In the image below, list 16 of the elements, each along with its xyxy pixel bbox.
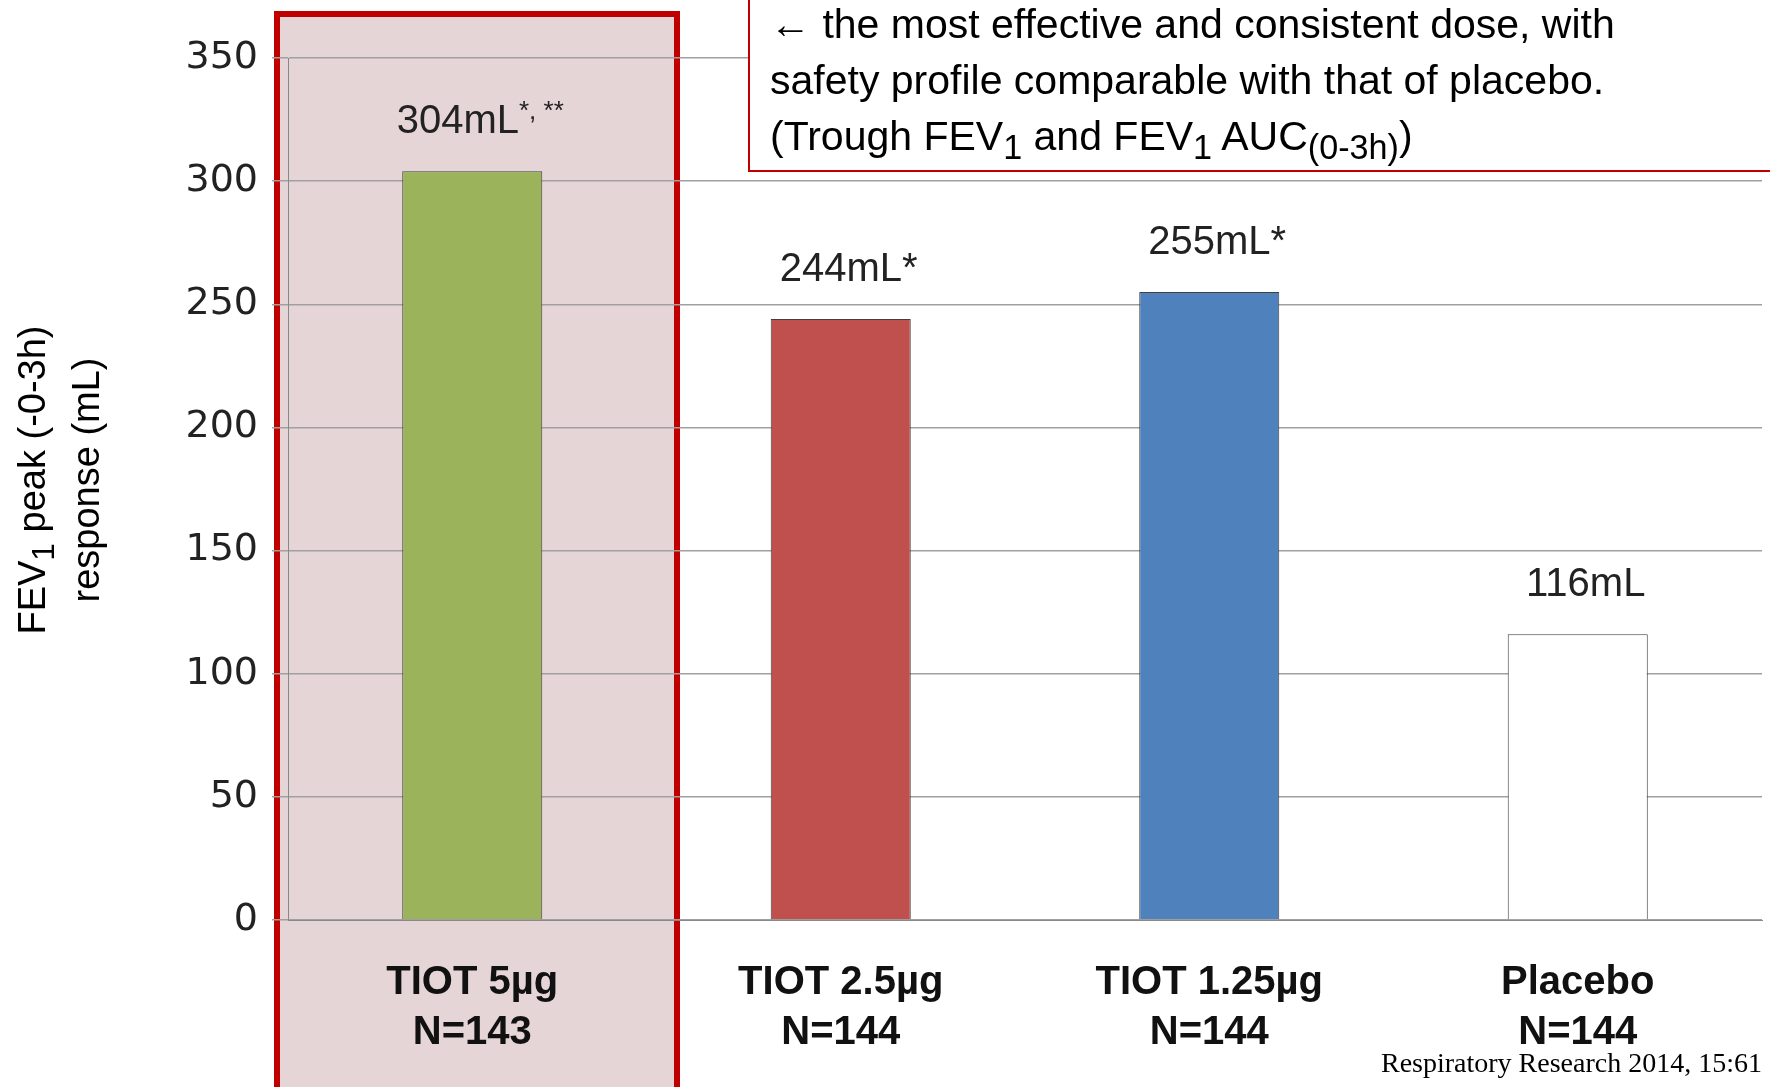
y-tick-label: 250 — [185, 279, 258, 324]
y-tick-label: 0 — [233, 894, 258, 939]
y-tick-label: 200 — [185, 402, 258, 447]
data-label: 255mL* — [1148, 217, 1287, 262]
x-tick-label: TIOT 1.25µg N=144 — [1095, 958, 1324, 1053]
data-label: 116mL — [1526, 560, 1646, 605]
data-label: 244mL* — [779, 245, 918, 290]
data-label: 304mL*, ** — [396, 95, 564, 142]
x-tick-label: TIOT 2.5µg N=144 — [738, 958, 944, 1053]
y-tick-label: 300 — [185, 156, 258, 201]
y-tick-label: 150 — [185, 525, 258, 570]
y-tick-label: 100 — [185, 648, 258, 693]
callout-box: ← the most effective and consistent dose, with safety profile comparable with that of placebo. (Trough FEV$_{1}$ and FEV$_{1}$ AUC$_{(0-3h)}$) — [748, 0, 1770, 172]
y-tick-label: 350 — [185, 32, 258, 77]
x-tick-label: TIOT 5µg N=143 — [386, 958, 559, 1053]
y-tick-label: 50 — [209, 771, 258, 816]
